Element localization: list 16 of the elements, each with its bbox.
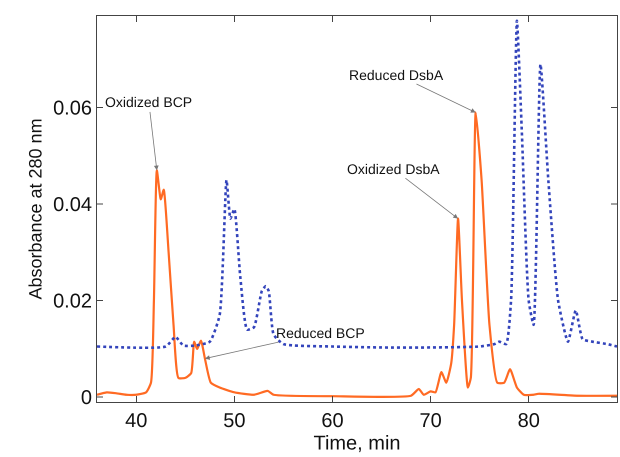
y-tick-label: 0.02: [53, 290, 92, 313]
y-axis-title: Absorbance at 280 nm: [25, 118, 46, 300]
y-tick-label: 0.06: [53, 98, 92, 120]
x-tick-label: 70: [419, 410, 442, 432]
x-tick-label: 80: [518, 410, 540, 432]
y-tick-label: 0.04: [53, 194, 92, 216]
annotation: Oxidized DsbA: [347, 161, 440, 177]
annotation: Reduced DsbA: [349, 67, 444, 83]
x-tick-label: 60: [321, 410, 344, 432]
y-tick-label: 0: [80, 387, 92, 410]
x-tick-label: 40: [125, 410, 148, 432]
annotation: Reduced BCP: [276, 325, 365, 341]
x-tick-label: 50: [223, 410, 246, 432]
x-axis-title: Time, min: [313, 432, 401, 454]
line-series: [97, 20, 617, 350]
annotation: Oxidized BCP: [105, 94, 192, 110]
